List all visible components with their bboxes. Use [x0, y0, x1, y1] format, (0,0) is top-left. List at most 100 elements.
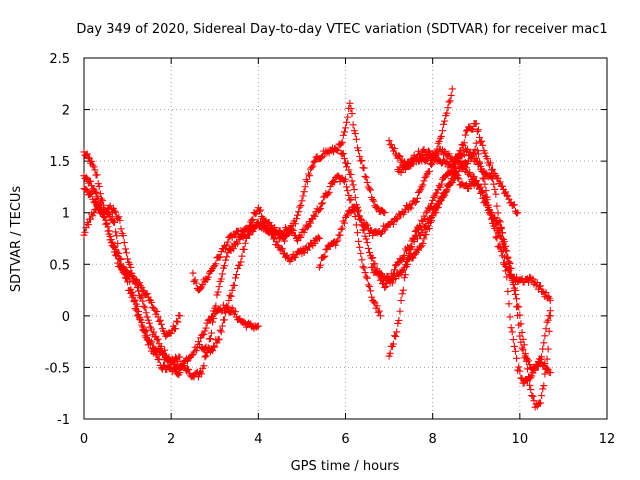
y-tick-label: 1.5 — [49, 155, 70, 170]
data-point — [129, 273, 137, 281]
data-point — [546, 307, 554, 315]
data-point — [362, 235, 370, 243]
data-point — [518, 328, 526, 336]
data-point — [300, 228, 308, 236]
data-point — [508, 328, 516, 336]
data-point — [516, 367, 524, 375]
data-point — [299, 192, 307, 200]
data-point — [511, 347, 519, 355]
data-point — [124, 278, 132, 286]
data-point — [222, 309, 230, 317]
data-point — [367, 186, 375, 194]
data-point — [494, 209, 502, 217]
data-point — [217, 328, 225, 336]
series-track-12 — [385, 145, 554, 377]
data-point — [227, 292, 235, 300]
data-point — [331, 178, 339, 186]
data-point — [433, 189, 441, 197]
data-point — [228, 286, 236, 294]
data-point — [403, 202, 411, 210]
data-point — [373, 203, 381, 211]
data-point — [333, 146, 341, 154]
data-point — [504, 192, 512, 200]
data-point — [357, 249, 365, 257]
data-point — [107, 236, 115, 244]
data-point — [334, 172, 342, 180]
data-point — [394, 319, 402, 327]
data-point — [447, 175, 455, 183]
data-point — [295, 208, 303, 216]
data-point — [346, 99, 354, 107]
data-point — [446, 97, 454, 105]
data-point — [531, 366, 539, 374]
data-point — [492, 190, 500, 198]
data-point — [525, 278, 533, 286]
data-point — [391, 266, 399, 274]
data-point — [445, 98, 453, 106]
data-point — [202, 352, 210, 360]
data-point — [462, 127, 470, 135]
data-point — [169, 359, 177, 367]
data-point — [473, 147, 481, 155]
data-point — [212, 302, 220, 310]
data-point — [498, 229, 506, 237]
data-point — [546, 369, 554, 377]
data-point — [479, 141, 487, 149]
data-point — [406, 249, 414, 257]
data-point — [122, 274, 130, 282]
data-point — [447, 91, 455, 99]
data-point — [146, 323, 154, 331]
data-point — [490, 214, 498, 222]
data-point — [339, 149, 347, 157]
data-point — [528, 392, 536, 400]
data-point — [470, 173, 478, 181]
data-point — [483, 155, 491, 163]
data-point — [202, 324, 210, 332]
data-point — [346, 196, 354, 204]
data-point — [519, 346, 527, 354]
data-point — [362, 273, 370, 281]
data-point — [241, 239, 249, 247]
data-point — [222, 256, 230, 264]
data-point — [349, 181, 357, 189]
data-point — [294, 237, 302, 245]
axis-ticks — [83, 57, 608, 420]
data-point — [481, 149, 489, 157]
data-point — [297, 201, 305, 209]
data-point — [411, 198, 419, 206]
data-point — [138, 318, 146, 326]
data-point — [119, 232, 127, 240]
data-point — [217, 275, 225, 283]
data-point — [403, 263, 411, 271]
data-point — [180, 362, 188, 370]
data-point — [422, 209, 430, 217]
data-point — [363, 239, 371, 247]
data-point — [443, 109, 451, 117]
data-point — [437, 132, 445, 140]
data-point — [297, 233, 305, 241]
data-point — [505, 258, 513, 266]
data-point — [404, 256, 412, 264]
data-point — [140, 327, 148, 335]
data-point — [420, 145, 428, 153]
data-point — [429, 152, 437, 160]
data-point — [416, 222, 424, 230]
data-point — [544, 316, 552, 324]
y-tick-label: -1 — [57, 413, 70, 428]
data-point — [391, 145, 399, 153]
data-point — [231, 308, 239, 316]
data-point — [82, 186, 90, 194]
x-tick-label: 10 — [512, 432, 529, 447]
data-point — [357, 215, 365, 223]
data-point — [450, 167, 458, 175]
data-point — [513, 354, 521, 362]
data-point — [362, 220, 370, 228]
data-point — [537, 399, 545, 407]
data-point — [358, 221, 366, 229]
data-point — [315, 235, 323, 242]
data-point — [139, 286, 147, 294]
data-point — [144, 316, 152, 324]
data-point — [417, 243, 425, 251]
data-point — [508, 274, 516, 282]
data-point — [423, 152, 431, 160]
